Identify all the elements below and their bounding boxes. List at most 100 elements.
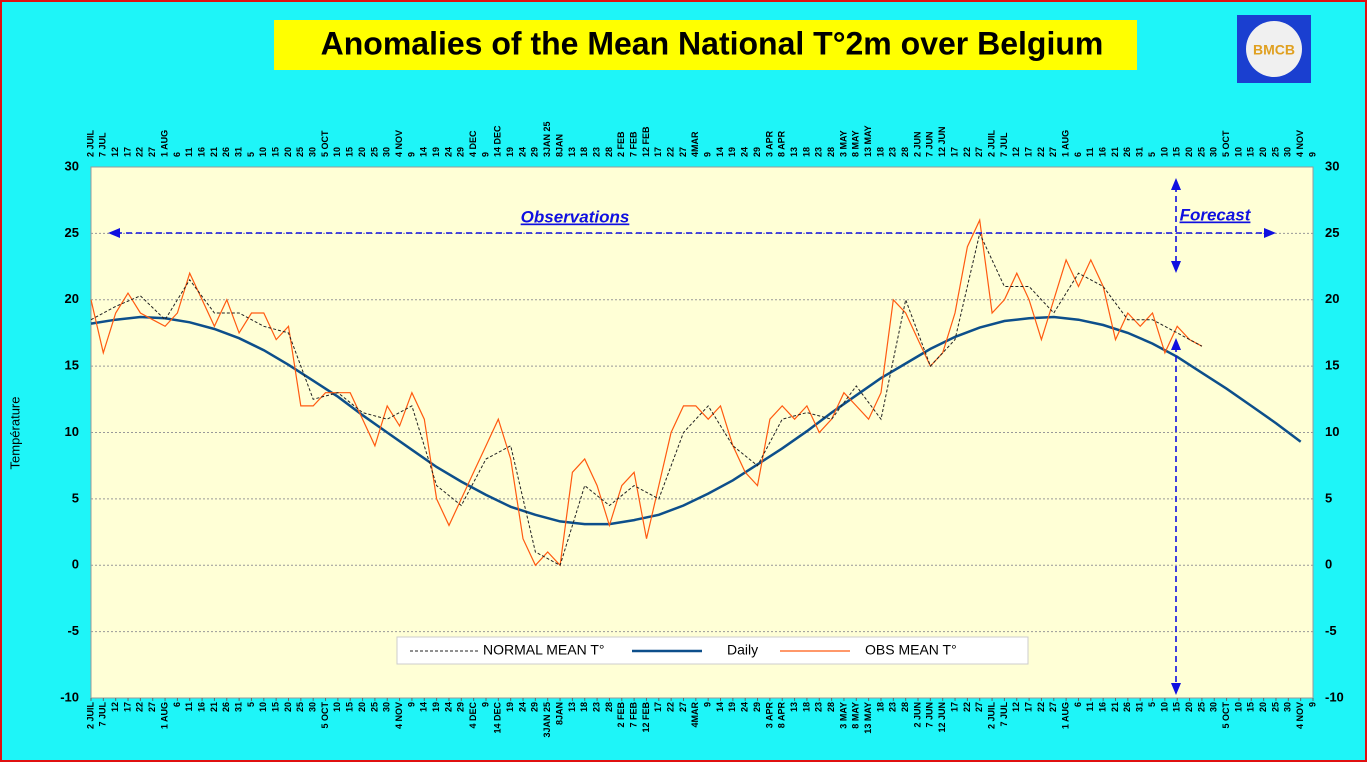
- x-tick-label-top: 24: [517, 147, 527, 157]
- y2-tick-label: -10: [1325, 689, 1344, 704]
- x-tick-label: 4 DEC: [468, 702, 478, 729]
- x-tick-label: 10: [258, 702, 268, 712]
- x-tick-label-top: 20: [1258, 147, 1268, 157]
- x-tick-label: 19: [727, 702, 737, 712]
- x-tick-label: 2 JUIL: [986, 702, 996, 730]
- x-tick-label-top: 5 OCT: [1221, 130, 1231, 157]
- x-tick-label-top: 11: [1085, 147, 1095, 157]
- x-tick-label-top: 22: [135, 147, 145, 157]
- y-tick-label: 15: [65, 358, 79, 373]
- x-tick-label: 25: [295, 702, 305, 712]
- x-tick-label-top: 4MAR: [690, 131, 700, 157]
- x-tick-label-top: 10: [1233, 147, 1243, 157]
- x-tick-label-top: 10: [258, 147, 268, 157]
- x-tick-label-top: 17: [653, 147, 663, 157]
- x-tick-label: 18: [579, 702, 589, 712]
- x-tick-label: 1 AUG: [1061, 702, 1071, 729]
- x-tick-label: 12: [1011, 702, 1021, 712]
- x-tick-label: 30: [1283, 702, 1293, 712]
- x-tick-label: 18: [875, 702, 885, 712]
- x-tick-label-top: 8 APR: [777, 130, 787, 157]
- x-tick-label-top: 21: [1110, 147, 1120, 157]
- x-tick-label: 11: [184, 702, 194, 712]
- y2-tick-label: 5: [1325, 490, 1332, 505]
- x-tick-label: 3 APR: [764, 702, 774, 729]
- x-tick-label: 14: [715, 702, 725, 712]
- x-tick-label: 2 FEB: [616, 702, 626, 728]
- x-tick-label-top: 4 NOV: [1295, 130, 1305, 157]
- x-tick-label-top: 5: [1147, 152, 1157, 157]
- x-tick-label-top: 6: [172, 152, 182, 157]
- x-tick-label-top: 2 JUIL: [986, 129, 996, 157]
- x-tick-label: 5 OCT: [320, 702, 330, 729]
- x-tick-label: 15: [1246, 702, 1256, 712]
- series-line: [90, 231, 1203, 567]
- x-tick-label: 10: [1159, 702, 1169, 712]
- x-tick-label-top: 28: [604, 147, 614, 157]
- arrow-head: [108, 228, 120, 238]
- series-line: [90, 315, 1302, 526]
- x-tick-label-top: 7 FEB: [628, 131, 638, 157]
- y2-tick-label: 25: [1325, 225, 1339, 240]
- x-tick-label: 20: [1184, 702, 1194, 712]
- x-tick-label-top: 28: [900, 147, 910, 157]
- x-tick-label: 2 JUIL: [85, 702, 95, 730]
- x-tick-label: 30: [308, 702, 318, 712]
- x-tick-label: 24: [443, 702, 453, 712]
- x-tick-label: 27: [147, 702, 157, 712]
- x-tick-label: 29: [456, 702, 466, 712]
- x-tick-label: 7 JUL: [98, 702, 108, 727]
- x-tick-label-top: 25: [369, 147, 379, 157]
- x-tick-label-top: 8 MAY: [851, 130, 861, 157]
- x-tick-label: 9: [703, 702, 713, 707]
- y2-tick-label: -5: [1325, 623, 1337, 638]
- x-tick-label-top: 25: [1270, 147, 1280, 157]
- x-tick-label-top: 30: [382, 147, 392, 157]
- logo-circle: [1246, 21, 1302, 77]
- x-tick-label: 13: [567, 702, 577, 712]
- x-tick-label-top: 15: [1172, 147, 1182, 157]
- x-tick-label: 13 MAY: [863, 702, 873, 734]
- x-tick-label: 12 FEB: [641, 702, 651, 733]
- x-tick-label: 8JAN: [554, 702, 564, 725]
- x-tick-label-top: 26: [221, 147, 231, 157]
- x-tick-label: 19: [505, 702, 515, 712]
- x-tick-label-top: 26: [1122, 147, 1132, 157]
- x-tick-label-top: 22: [962, 147, 972, 157]
- x-tick-label: 22: [666, 702, 676, 712]
- title-box: [274, 20, 1137, 70]
- x-tick-label: 5: [246, 702, 256, 707]
- x-tick-label-top: 15: [1246, 147, 1256, 157]
- x-tick-label-top: 9: [480, 152, 490, 157]
- x-tick-label-top: 2 JUN: [912, 131, 922, 157]
- x-tick-label: 28: [900, 702, 910, 712]
- x-tick-label: 23: [814, 702, 824, 712]
- y-tick-label: 25: [65, 225, 79, 240]
- x-tick-label: 27: [678, 702, 688, 712]
- x-tick-label-top: 10: [332, 147, 342, 157]
- x-tick-label-top: 3 APR: [764, 130, 774, 157]
- x-tick-label-top: 15: [345, 147, 355, 157]
- x-tick-label: 13: [789, 702, 799, 712]
- x-tick-label: 26: [1122, 702, 1132, 712]
- x-tick-label-top: 25: [295, 147, 305, 157]
- x-tick-label-top: 17: [122, 147, 132, 157]
- x-tick-label-top: 2 JUIL: [85, 129, 95, 157]
- arrow-head: [1171, 178, 1181, 190]
- x-tick-label: 5 OCT: [1221, 702, 1231, 729]
- x-tick-label: 23: [888, 702, 898, 712]
- x-tick-label-top: 18: [875, 147, 885, 157]
- x-tick-label: 16: [1098, 702, 1108, 712]
- x-tick-label-top: 7 JUN: [925, 131, 935, 157]
- x-tick-label: 11: [1085, 702, 1095, 712]
- x-tick-label-top: 17: [1023, 147, 1033, 157]
- y2-tick-label: 10: [1325, 424, 1339, 439]
- x-tick-label: 17: [1023, 702, 1033, 712]
- x-tick-label: 25: [1196, 702, 1206, 712]
- x-tick-label: 20: [357, 702, 367, 712]
- x-tick-label: 9: [406, 702, 416, 707]
- x-tick-label-top: 14: [419, 147, 429, 157]
- x-tick-label: 8 APR: [777, 702, 787, 729]
- legend-label: NORMAL MEAN T°: [483, 642, 605, 658]
- x-tick-label: 4 NOV: [394, 702, 404, 729]
